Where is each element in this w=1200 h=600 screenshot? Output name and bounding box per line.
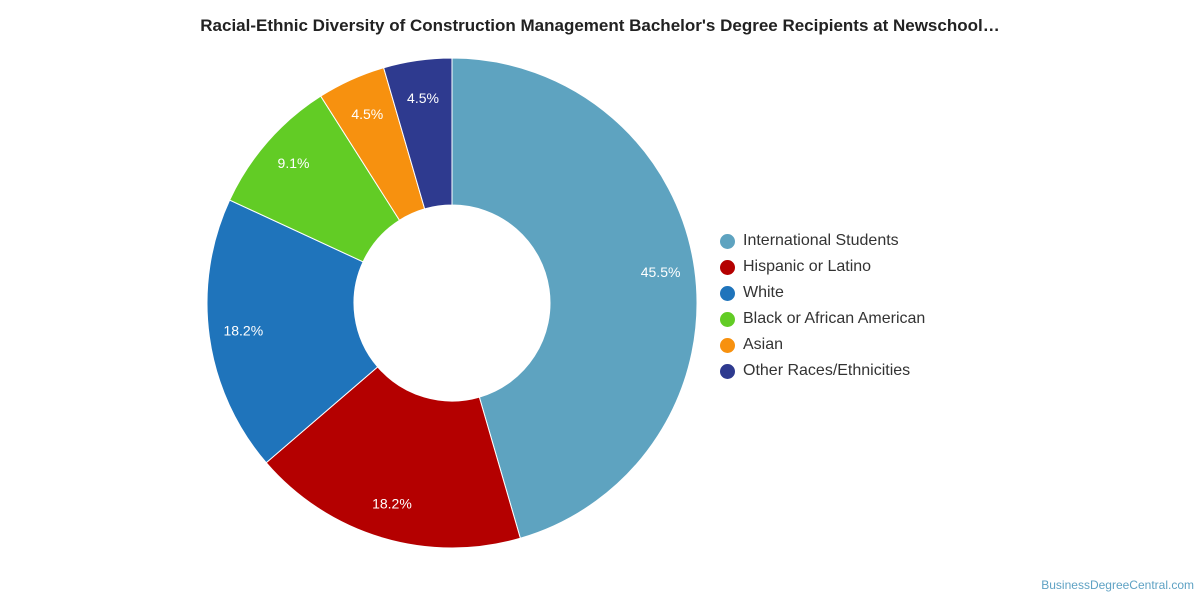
legend-item-international-students[interactable]: International Students bbox=[720, 228, 925, 254]
legend-label: International Students bbox=[743, 232, 899, 249]
slice-label-black-or-african-american: 9.1% bbox=[278, 155, 310, 171]
slice-hispanic-or-latino[interactable] bbox=[265, 366, 521, 549]
slice-label-international-students: 45.5% bbox=[641, 264, 681, 280]
legend-label: Hispanic or Latino bbox=[743, 258, 872, 275]
legend-swatch bbox=[720, 311, 735, 327]
legend-item-white[interactable]: White bbox=[720, 280, 925, 306]
legend-label: Other Races/Ethnicities bbox=[743, 362, 911, 379]
slice-white[interactable] bbox=[206, 199, 379, 464]
slice-other-races-ethnicities[interactable] bbox=[383, 57, 453, 210]
legend-label: Asian bbox=[743, 336, 784, 353]
legend-swatch bbox=[720, 233, 735, 249]
slice-label-asian: 4.5% bbox=[351, 106, 383, 122]
legend-item-black-or-african-american[interactable]: Black or African American bbox=[720, 306, 925, 332]
chart-title: Racial-Ethnic Diversity of Construction … bbox=[200, 16, 1000, 35]
legend-item-other-races-ethnicities[interactable]: Other Races/Ethnicities bbox=[720, 358, 925, 384]
site-credit[interactable]: BusinessDegreeCentral.com bbox=[1041, 578, 1194, 592]
slice-international-students[interactable] bbox=[451, 57, 698, 539]
legend-label: White bbox=[743, 284, 784, 301]
legend-swatch bbox=[720, 259, 735, 275]
legend-label: Black or African American bbox=[743, 310, 926, 327]
slice-label-hispanic-or-latino: 18.2% bbox=[372, 496, 412, 512]
legend-swatch bbox=[720, 337, 735, 353]
legend-swatch bbox=[720, 363, 735, 379]
legend-item-asian[interactable]: Asian bbox=[720, 332, 925, 358]
slice-label-white: 18.2% bbox=[223, 323, 263, 339]
legend: International Students Hispanic or Latin… bbox=[720, 228, 925, 384]
legend-swatch bbox=[720, 285, 735, 301]
legend-item-hispanic-or-latino[interactable]: Hispanic or Latino bbox=[720, 254, 925, 280]
slice-label-other-races-ethnicities: 4.5% bbox=[407, 90, 439, 106]
